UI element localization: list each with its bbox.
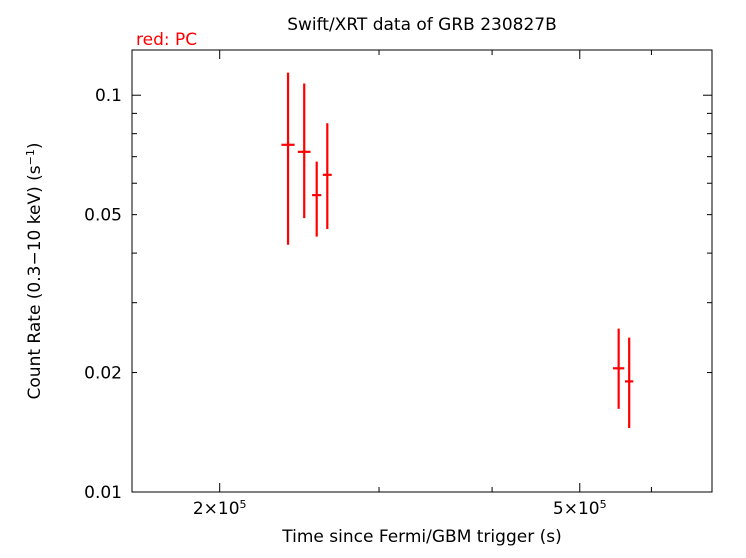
y-tick-label: 0.05 — [84, 206, 122, 226]
y-tick-label: 0.02 — [84, 364, 122, 384]
y-tick-label: 0.1 — [95, 86, 122, 106]
x-tick-label: 5×105 — [553, 498, 607, 520]
y-tick-label: 0.01 — [84, 483, 122, 503]
y-axis-label: Count Rate (0.3−10 keV) (s−1) — [24, 143, 46, 400]
x-axis-label: Time since Fermi/GBM trigger (s) — [281, 527, 561, 547]
x-tick-label: 2×105 — [193, 498, 247, 520]
legend-annotation: red: PC — [136, 30, 197, 50]
plot-background — [0, 0, 746, 558]
chart-title: Swift/XRT data of GRB 230827B — [287, 15, 557, 35]
